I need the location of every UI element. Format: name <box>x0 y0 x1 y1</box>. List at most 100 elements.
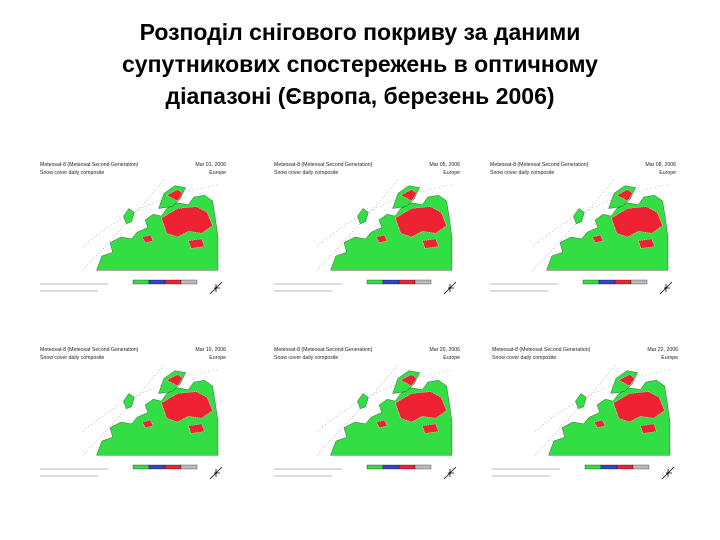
logo <box>443 466 457 480</box>
map <box>316 364 453 456</box>
snow-area <box>637 238 655 249</box>
snow-area <box>400 374 418 387</box>
legend-swatch <box>180 279 198 285</box>
map <box>532 179 669 271</box>
legend-swatch <box>398 279 416 285</box>
panel-date: Mar 08, 2006 <box>645 162 676 168</box>
legend-bar <box>582 279 648 285</box>
legend-swatch <box>582 279 600 285</box>
legend-swatch <box>600 464 618 470</box>
panel-region: Europe <box>661 355 678 361</box>
legend-swatch <box>366 464 384 470</box>
logo <box>661 466 675 480</box>
legend-swatch <box>630 279 648 285</box>
panel-date: Mar 22, 2006 <box>647 347 678 353</box>
snow-area <box>160 391 213 423</box>
snow-area <box>166 189 184 202</box>
legend-bar <box>584 464 650 470</box>
legend-swatch <box>148 279 166 285</box>
snow-area <box>160 206 213 238</box>
map-panel: Meteosat-8 (Meteosat Second Generation) M… <box>274 162 460 295</box>
panel-region: Europe <box>443 355 460 361</box>
legend-bar <box>132 464 198 470</box>
panel-satellite: Meteosat-8 (Meteosat Second Generation) <box>490 162 589 168</box>
legend-swatch <box>598 279 616 285</box>
snow-area <box>612 391 665 423</box>
snow-area <box>187 423 205 434</box>
snow-area <box>592 234 604 243</box>
map <box>534 364 671 456</box>
panel-date: Mar 01, 2006 <box>195 162 226 168</box>
grid-arc <box>316 179 399 271</box>
grid-arc <box>534 364 617 456</box>
land <box>123 208 135 224</box>
title-line: супутникових спостережень в оптичному <box>122 51 598 77</box>
panel-region: Europe <box>209 170 226 176</box>
map-panel: Meteosat-8 (Meteosat Second Generation) M… <box>40 347 226 480</box>
land <box>575 393 587 409</box>
snow-area <box>187 238 205 249</box>
snow-area <box>594 419 606 428</box>
legend-swatch <box>414 279 432 285</box>
snow-area <box>400 189 418 202</box>
panel-region: Europe <box>209 355 226 361</box>
panel-date: Mar 10, 2006 <box>195 347 226 353</box>
panel-date: Mar 20, 2006 <box>429 347 460 353</box>
legend-bar <box>366 464 432 470</box>
legend-swatch <box>366 279 384 285</box>
panel-product: Snow cover daily composite <box>274 170 338 176</box>
map <box>82 364 219 456</box>
map-panel: Meteosat-8 (Meteosat Second Generation) M… <box>492 347 678 480</box>
legend-swatch <box>132 464 150 470</box>
panel-product: Snow cover daily composite <box>40 355 104 361</box>
grid-arc <box>82 179 165 271</box>
legend-swatch <box>148 464 166 470</box>
snow-area <box>166 374 184 387</box>
snow-area <box>142 419 154 428</box>
legend-bar <box>366 279 432 285</box>
snow-area <box>376 234 388 243</box>
legend-swatch <box>382 464 400 470</box>
legend-swatch <box>164 464 182 470</box>
panel-satellite: Meteosat-8 (Meteosat Second Generation) <box>40 162 139 168</box>
panel-satellite: Meteosat-8 (Meteosat Second Generation) <box>40 347 139 353</box>
map-panel: Meteosat-8 (Meteosat Second Generation) M… <box>40 162 226 295</box>
logo <box>659 281 673 295</box>
panel-product: Snow cover daily composite <box>490 170 554 176</box>
title-line: Розподіл снігового покриву за даними <box>140 19 581 45</box>
legend-swatch <box>132 279 150 285</box>
snow-area <box>394 391 447 423</box>
logo <box>209 466 223 480</box>
legend-swatch <box>398 464 416 470</box>
logo <box>209 281 223 295</box>
panel-region: Europe <box>443 170 460 176</box>
land <box>357 208 369 224</box>
legend-swatch <box>414 464 432 470</box>
panel-product: Snow cover daily composite <box>40 170 104 176</box>
panel-region: Europe <box>659 170 676 176</box>
map <box>82 179 219 271</box>
panel-product: Snow cover daily composite <box>274 355 338 361</box>
land <box>573 208 585 224</box>
legend-swatch <box>614 279 632 285</box>
legend-bar <box>132 279 198 285</box>
snow-area <box>421 238 439 249</box>
snow-area <box>610 206 663 238</box>
legend-swatch <box>180 464 198 470</box>
snow-area <box>142 234 154 243</box>
panel-product: Snow cover daily composite <box>492 355 556 361</box>
map-panel: Meteosat-8 (Meteosat Second Generation) M… <box>274 347 460 480</box>
panel-satellite: Meteosat-8 (Meteosat Second Generation) <box>492 347 591 353</box>
snow-area <box>639 423 657 434</box>
snow-area <box>616 189 634 202</box>
title-line: діапазоні (Європа, березень 2006) <box>165 83 554 109</box>
snow-area <box>618 374 636 387</box>
grid-arc <box>82 364 165 456</box>
legend-swatch <box>632 464 650 470</box>
legend-swatch <box>616 464 634 470</box>
legend-swatch <box>584 464 602 470</box>
land <box>357 393 369 409</box>
panel-date: Mar 05, 2006 <box>429 162 460 168</box>
